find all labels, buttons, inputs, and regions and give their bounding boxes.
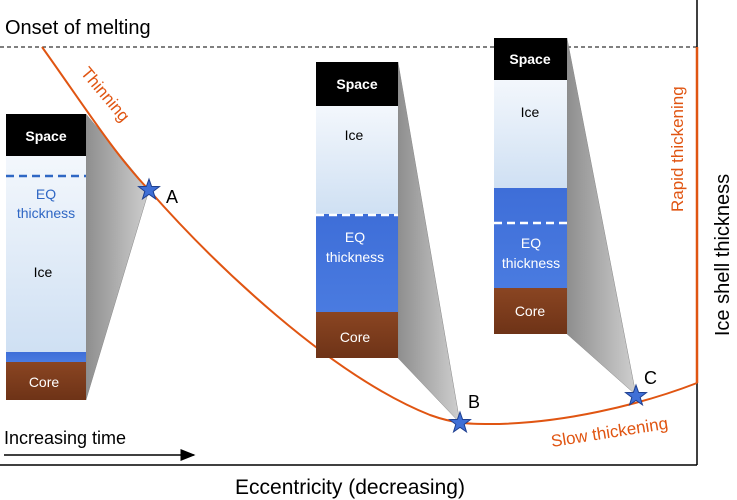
point-b-label: B [468,392,480,412]
wedge-b [397,61,461,424]
column-a-ice-label: Ice [34,264,53,280]
column-c-eq-label-1: EQ [521,235,541,251]
column-a-eq-label-1: EQ [36,186,56,202]
column-c-core [494,288,567,334]
thickness-curve [41,46,698,426]
column-b-core [316,312,398,358]
column-c-ocean [494,188,567,288]
time-label: Increasing time [4,428,126,448]
column-b: Space Ice EQ thickness Core [316,62,398,358]
column-a-ocean [6,352,86,362]
slow-thickening-label: Slow thickening [550,414,670,451]
column-c: Space Ice EQ thickness Core [494,38,567,334]
column-c-ice [494,80,567,188]
column-a-ice [6,156,86,352]
wedge-a [85,113,150,401]
column-a: Space EQ thickness Ice Core [6,114,86,400]
point-c-label: C [644,368,657,388]
column-b-space [316,62,398,106]
column-a-eq-label-2: thickness [17,205,75,221]
column-c-core-label: Core [515,303,546,319]
column-b-ice [316,106,398,214]
wedge-c [566,37,637,396]
point-b-star [448,410,472,434]
column-a-space [6,114,86,156]
column-a-space-label: Space [25,128,66,144]
point-a-label: A [166,187,178,207]
column-c-ice-label: Ice [521,104,540,120]
column-b-eq-label-2: thickness [326,249,384,265]
column-c-eq-label-2: thickness [502,255,560,271]
column-b-ice-label: Ice [345,127,364,143]
column-c-space [494,38,567,80]
y-axis-label: Ice shell thickness [712,174,734,336]
column-b-space-label: Space [336,76,377,92]
onset-label: Onset of melting [5,17,151,39]
column-c-space-label: Space [509,51,550,67]
rapid-thickening-label: Rapid thickening [668,86,687,212]
column-b-core-label: Core [340,329,371,345]
column-a-core [6,362,86,400]
point-c-star [624,383,648,407]
column-b-ocean [316,214,398,312]
point-a-star [137,177,161,201]
column-b-eq-label-1: EQ [345,229,365,245]
x-axis-label: Eccentricity (decreasing) [235,476,465,499]
column-a-core-label: Core [29,374,60,390]
